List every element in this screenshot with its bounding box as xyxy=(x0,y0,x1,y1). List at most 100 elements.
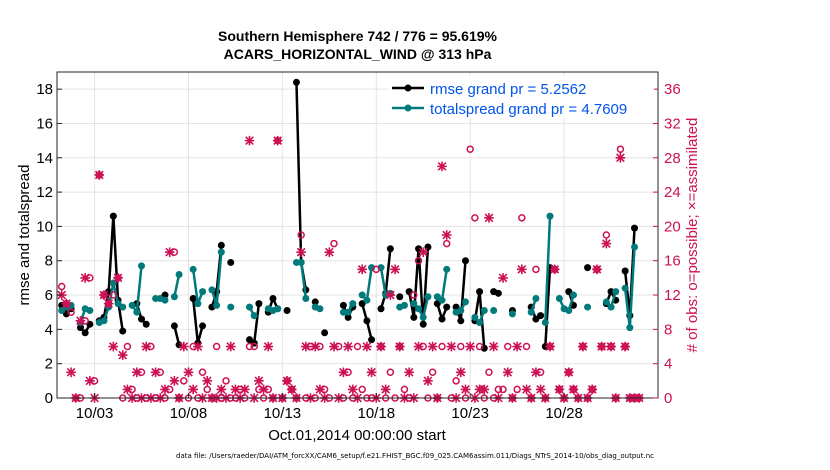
data-file-footer: data file: /Users/raeder/DAI/ATM_forcXX/… xyxy=(176,452,654,460)
obs-assimilated-marker xyxy=(132,367,142,378)
obs-assimilated-marker xyxy=(122,384,133,395)
y-tick-label: 18 xyxy=(36,81,53,98)
obs-assimilated-marker xyxy=(437,161,447,172)
totalspread-line xyxy=(296,261,308,299)
obs-assimilated-marker xyxy=(601,238,612,249)
obs-possible-marker xyxy=(250,342,258,351)
obs-assimilated-marker xyxy=(423,376,433,386)
obs-possible-marker xyxy=(297,231,305,239)
totalspread-point xyxy=(138,262,146,270)
totalspread-point xyxy=(208,286,216,294)
totalspread-point xyxy=(546,212,554,220)
totalspread-point xyxy=(100,317,108,325)
obs-assimilated-marker xyxy=(99,290,109,300)
totalspread-point xyxy=(631,243,639,251)
obs-possible-marker xyxy=(602,231,611,239)
obs-assimilated-marker xyxy=(366,367,377,378)
totalspread-point xyxy=(217,248,225,256)
x-tick-label: 10/08 xyxy=(170,405,208,422)
obs-possible-marker xyxy=(513,385,521,394)
rmse-point xyxy=(621,267,629,275)
totalspread-point xyxy=(128,301,136,309)
rmse-point xyxy=(109,212,117,220)
obs-assimilated-marker xyxy=(568,384,579,395)
rmse-point xyxy=(138,315,146,323)
obs-possible-marker xyxy=(67,308,75,316)
obs-possible-marker xyxy=(203,385,211,394)
obs-assimilated-marker xyxy=(455,367,466,378)
totalspread-point xyxy=(471,313,479,321)
obs-assimilated-marker xyxy=(606,341,616,352)
obs-assimilated-marker xyxy=(404,367,414,378)
totalspread-point xyxy=(490,306,498,314)
obs-assimilated-marker xyxy=(460,384,471,395)
totalspread-point xyxy=(457,306,465,314)
legend: rmse grand pr = 5.2562 totalspread grand… xyxy=(388,76,654,118)
obs-assimilated-marker xyxy=(225,341,236,352)
obs-possible-marker xyxy=(386,368,395,377)
totalspread-point xyxy=(194,300,202,308)
rmse-point xyxy=(461,257,469,265)
obs-possible-marker xyxy=(358,385,366,394)
totalspread-point xyxy=(274,305,282,313)
obs-assimilated-marker xyxy=(578,341,588,352)
totalspread-point xyxy=(476,319,484,327)
obs-assimilated-marker xyxy=(202,376,213,386)
totalspread-point xyxy=(161,296,169,304)
obs-assimilated-marker xyxy=(343,341,353,352)
totalspread-point xyxy=(443,265,451,273)
x-axis-label: Oct.01,2014 00:00:00 start xyxy=(268,427,446,444)
obs-assimilated-marker xyxy=(75,315,86,326)
rmse-point xyxy=(363,317,371,325)
chart-title: Southern Hemisphere 742 / 776 = 95.619% xyxy=(218,28,497,44)
obs-assimilated-marker xyxy=(413,341,424,352)
y2-tick-label: 36 xyxy=(664,81,681,98)
obs-assimilated-marker xyxy=(394,341,405,352)
rmse-point xyxy=(344,313,352,321)
obs-assimilated-marker xyxy=(329,341,339,352)
obs-assimilated-marker xyxy=(286,384,297,395)
obs-possible-marker xyxy=(410,291,418,299)
obs-assimilated-marker xyxy=(479,384,490,395)
totalspread-point xyxy=(480,306,488,314)
totalspread-point xyxy=(344,308,352,316)
totalspread-point xyxy=(400,301,408,309)
obs-assimilated-marker xyxy=(183,367,194,378)
totalspread-point xyxy=(584,303,592,311)
y2-tick-label: 12 xyxy=(664,287,681,304)
totalspread-point xyxy=(532,294,540,302)
totalspread-point xyxy=(316,305,324,313)
obs-assimilated-marker xyxy=(498,273,508,283)
totalspread-point xyxy=(199,288,207,296)
totalspread-point xyxy=(565,306,573,314)
rmse-point xyxy=(199,322,207,330)
totalspread-point xyxy=(302,294,310,302)
totalspread-point xyxy=(349,300,357,308)
obs-possible-marker xyxy=(452,377,460,385)
totalspread-point xyxy=(527,308,535,316)
totalspread-line xyxy=(210,252,223,307)
obs-possible-marker xyxy=(245,342,254,351)
y2-tick-label: 28 xyxy=(664,150,681,167)
obs-possible-marker xyxy=(109,291,118,299)
y2-axis-label: # of obs: o=possible; ×=assimilated xyxy=(684,118,701,353)
totalspread-point xyxy=(621,284,629,292)
obs-possible-marker xyxy=(504,342,512,351)
obs-assimilated-marker xyxy=(446,341,457,352)
obs-assimilated-marker xyxy=(620,341,630,352)
chart-subtitle: ACARS_HORIZONTAL_WIND @ 313 hPa xyxy=(223,46,492,62)
rmse-point xyxy=(476,288,484,296)
obs-assimilated-marker xyxy=(324,247,335,257)
obs-assimilated-marker xyxy=(178,341,189,352)
obs-assimilated-marker xyxy=(85,376,95,386)
obs-assimilated-marker xyxy=(484,213,494,223)
totalspread-point xyxy=(424,293,432,301)
rmse-point xyxy=(292,78,300,86)
obs-assimilated-marker xyxy=(315,384,325,395)
totalspread-point xyxy=(607,303,615,311)
rmse-point xyxy=(170,322,178,330)
obs-assimilated-marker xyxy=(296,247,306,257)
obs-possible-marker xyxy=(485,368,493,377)
obs-assimilated-marker xyxy=(80,273,90,283)
totalspread-point xyxy=(569,291,577,299)
